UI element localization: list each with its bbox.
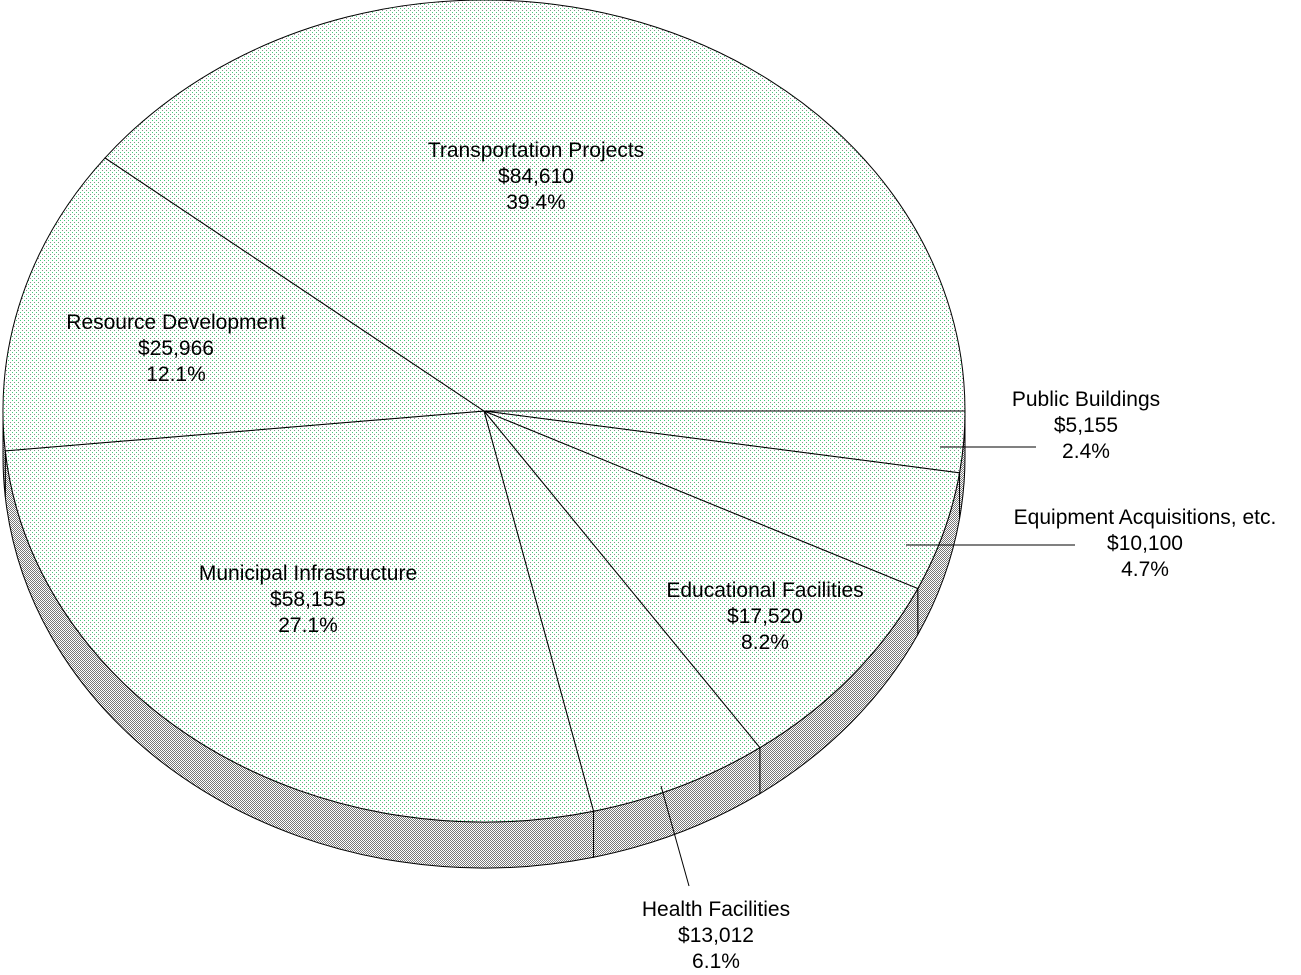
slice-educational-facilities xyxy=(483,410,919,749)
slice-health-facilities xyxy=(483,410,761,812)
slice-value: $5,155 xyxy=(1053,414,1119,437)
label-resource: Resource Development $25,966 12.1% xyxy=(66,310,285,388)
slice-percent: 8.2% xyxy=(741,631,789,654)
slice-transportation-projects xyxy=(104,0,966,412)
slice-value: $25,966 xyxy=(138,337,214,360)
slice-percent: 39.4% xyxy=(506,191,566,214)
label-transportation: Transportation Projects $84,610 39.4% xyxy=(428,138,644,216)
slice-label: Educational Facilities xyxy=(666,579,864,602)
label-municipal: Municipal Infrastructure $58,155 27.1% xyxy=(199,561,417,639)
label-educational: Educational Facilities $17,520 8.2% xyxy=(666,578,863,656)
slice-label: Transportation Projects xyxy=(427,139,645,162)
slice-municipal-infrastructure xyxy=(4,410,595,823)
leader-health xyxy=(660,785,690,887)
slice-percent: 12.1% xyxy=(146,363,206,386)
label-health: Health Facilities $13,012 6.1% xyxy=(642,897,790,975)
slice-label: Health Facilities xyxy=(641,898,791,921)
slice-label: Equipment Acquisitions, etc. xyxy=(1013,506,1277,529)
slice-percent: 2.4% xyxy=(1062,440,1110,463)
slice-label: Public Buildings xyxy=(1011,388,1161,411)
slice-value: $10,100 xyxy=(1107,532,1183,555)
slice-label: Resource Development xyxy=(66,311,286,334)
slice-label: Municipal Infrastructure xyxy=(198,562,418,585)
slice-value: $17,520 xyxy=(727,605,803,628)
label-public-buildings: Public Buildings $5,155 2.4% xyxy=(1012,387,1160,465)
slice-percent: 27.1% xyxy=(278,614,338,637)
slice-value: $13,012 xyxy=(678,924,754,947)
label-equipment: Equipment Acquisitions, etc. $10,100 4.7… xyxy=(1014,505,1277,583)
slice-value: $58,155 xyxy=(270,588,346,611)
slice-percent: 4.7% xyxy=(1121,558,1169,581)
slice-resource-development xyxy=(2,157,486,452)
slice-value: $84,610 xyxy=(498,165,574,188)
slice-percent: 6.1% xyxy=(692,950,740,973)
